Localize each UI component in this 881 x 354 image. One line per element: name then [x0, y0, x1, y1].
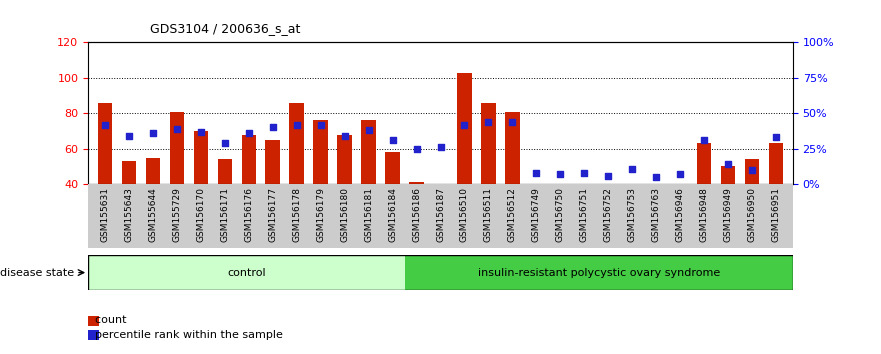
Bar — [697, 143, 711, 184]
Text: GSM156511: GSM156511 — [484, 187, 493, 242]
Text: GSM156751: GSM156751 — [580, 187, 589, 242]
Point — [290, 122, 304, 127]
Bar — [529, 184, 544, 193]
Bar — [505, 112, 520, 184]
Point — [601, 173, 615, 178]
Point — [218, 140, 232, 146]
Text: GSM156177: GSM156177 — [268, 187, 278, 242]
Bar — [721, 166, 736, 184]
Text: GSM156176: GSM156176 — [244, 187, 253, 242]
Point — [697, 137, 711, 143]
Text: GSM155729: GSM155729 — [173, 187, 181, 242]
Point — [553, 171, 567, 177]
Text: GSM156950: GSM156950 — [748, 187, 757, 242]
Text: GSM156510: GSM156510 — [460, 187, 469, 242]
Bar — [649, 184, 663, 228]
Point — [145, 130, 159, 136]
Text: percentile rank within the sample: percentile rank within the sample — [88, 330, 283, 339]
Bar — [265, 140, 280, 184]
Point — [266, 125, 280, 130]
Text: control: control — [227, 268, 266, 278]
Text: GSM156170: GSM156170 — [196, 187, 205, 242]
Bar — [601, 184, 616, 200]
Point — [410, 146, 424, 152]
Text: GSM156763: GSM156763 — [652, 187, 661, 242]
Point — [649, 174, 663, 180]
Point — [170, 126, 184, 132]
Point — [433, 144, 448, 150]
Text: GSM155643: GSM155643 — [124, 187, 133, 242]
Bar — [170, 112, 184, 184]
Text: GSM156512: GSM156512 — [508, 187, 517, 242]
Text: GSM156187: GSM156187 — [436, 187, 445, 242]
Bar — [194, 131, 208, 184]
Text: GSM156951: GSM156951 — [772, 187, 781, 242]
Text: GSM156178: GSM156178 — [292, 187, 301, 242]
Point — [457, 122, 471, 127]
Bar — [769, 143, 783, 184]
Bar — [241, 135, 255, 184]
Text: GDS3104 / 200636_s_at: GDS3104 / 200636_s_at — [150, 22, 300, 35]
Bar — [361, 120, 376, 184]
Point — [481, 119, 495, 125]
Text: GSM156181: GSM156181 — [364, 187, 373, 242]
Text: GSM155644: GSM155644 — [148, 187, 158, 242]
Bar — [385, 152, 400, 184]
Point — [506, 119, 520, 125]
Text: GSM155631: GSM155631 — [100, 187, 109, 242]
Text: GSM156949: GSM156949 — [723, 187, 733, 242]
Bar — [404, 255, 793, 290]
Text: GSM156171: GSM156171 — [220, 187, 229, 242]
Bar — [745, 159, 759, 184]
Text: GSM156184: GSM156184 — [388, 187, 397, 242]
Bar — [88, 255, 404, 290]
Bar — [626, 184, 640, 191]
Bar — [577, 184, 591, 221]
Bar — [673, 184, 687, 198]
Bar — [290, 103, 304, 184]
Point — [626, 166, 640, 171]
Bar — [553, 184, 567, 216]
Point — [529, 170, 544, 176]
Point — [337, 133, 352, 139]
Text: GSM156749: GSM156749 — [532, 187, 541, 242]
Point — [194, 129, 208, 135]
Bar — [433, 184, 448, 225]
Text: GSM156179: GSM156179 — [316, 187, 325, 242]
Point — [241, 130, 255, 136]
Point — [314, 122, 328, 127]
Point — [122, 133, 136, 139]
Text: count: count — [88, 315, 127, 325]
Point — [769, 135, 783, 140]
Text: GSM156180: GSM156180 — [340, 187, 349, 242]
Bar — [457, 73, 471, 184]
Bar — [314, 120, 328, 184]
Point — [745, 167, 759, 173]
Bar — [481, 103, 496, 184]
Bar — [122, 161, 136, 184]
Point — [577, 170, 591, 176]
Bar — [410, 182, 424, 184]
Text: disease state: disease state — [0, 268, 74, 278]
Point — [361, 127, 375, 133]
Bar — [337, 135, 352, 184]
Bar — [145, 158, 160, 184]
Text: GSM156186: GSM156186 — [412, 187, 421, 242]
Text: GSM156753: GSM156753 — [628, 187, 637, 242]
Bar — [218, 159, 232, 184]
Text: GSM156750: GSM156750 — [556, 187, 565, 242]
Text: GSM156752: GSM156752 — [603, 187, 613, 242]
Point — [98, 122, 112, 127]
Text: insulin-resistant polycystic ovary syndrome: insulin-resistant polycystic ovary syndr… — [478, 268, 720, 278]
Point — [722, 161, 736, 167]
Point — [673, 171, 687, 177]
Point — [386, 137, 400, 143]
Text: GSM156948: GSM156948 — [700, 187, 708, 242]
Bar — [98, 103, 112, 184]
Text: GSM156946: GSM156946 — [676, 187, 685, 242]
